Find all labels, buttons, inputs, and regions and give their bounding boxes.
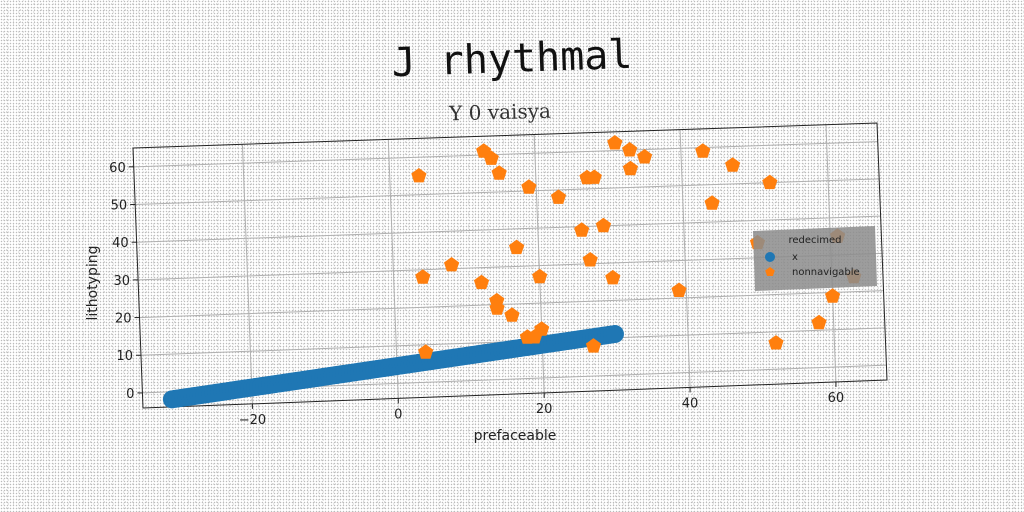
- x-axis-label: prefaceable: [474, 428, 557, 444]
- data-point-nonnavigable: [418, 344, 434, 359]
- x-tick-label: −20: [239, 413, 266, 428]
- x-gridline: [241, 144, 253, 404]
- data-point-nonnavigable: [695, 143, 711, 158]
- x-tick-label: 20: [536, 402, 553, 417]
- x-tick-label: 60: [828, 391, 845, 406]
- y-tick-label: 30: [114, 274, 131, 289]
- axes-frame: [132, 122, 888, 409]
- y-tick-label: 20: [115, 312, 132, 327]
- data-point-nonnavigable: [582, 252, 598, 267]
- data-point-nonnavigable: [586, 169, 602, 184]
- data-point-nonnavigable: [491, 165, 507, 180]
- data-point-nonnavigable: [637, 149, 653, 164]
- data-point-nonnavigable: [671, 282, 687, 297]
- data-point-nonnavigable: [622, 142, 638, 157]
- data-point-nonnavigable: [595, 217, 612, 233]
- y-axis-label: lithotyping: [85, 245, 101, 320]
- data-point-x: [605, 325, 624, 344]
- data-point-nonnavigable: [811, 314, 827, 330]
- data-point-nonnavigable: [489, 300, 505, 315]
- legend-marker-x: [765, 252, 775, 262]
- y-gridline: [135, 178, 880, 206]
- data-point-nonnavigable: [550, 189, 567, 204]
- y-tick-label: 0: [126, 387, 134, 402]
- data-point-nonnavigable: [504, 307, 520, 322]
- legend: redecimed x nonnavigable: [753, 226, 877, 291]
- x-gridline: [387, 139, 399, 399]
- y-tick-label: 10: [116, 349, 133, 364]
- data-point-nonnavigable: [585, 338, 602, 353]
- data-point-nonnavigable: [704, 195, 720, 210]
- data-point-nonnavigable: [483, 150, 499, 165]
- data-point-nonnavigable: [521, 179, 537, 194]
- data-point-nonnavigable: [762, 174, 778, 190]
- data-point-nonnavigable: [607, 135, 623, 150]
- y-gridline: [136, 215, 881, 243]
- data-point-nonnavigable: [532, 268, 548, 284]
- series-x: [162, 325, 624, 409]
- y-gridline: [139, 290, 884, 319]
- data-point-nonnavigable: [509, 239, 525, 255]
- data-point-nonnavigable: [768, 335, 784, 350]
- data-point-nonnavigable: [825, 288, 841, 303]
- y-tick-label: 60: [109, 161, 126, 176]
- legend-label-x: x: [792, 252, 798, 263]
- x-tick-label: 40: [682, 396, 699, 411]
- y-tick-label: 50: [111, 199, 128, 214]
- data-point-nonnavigable: [622, 160, 639, 176]
- data-point-nonnavigable: [605, 269, 621, 285]
- legend-marker-nonnavigable: [765, 267, 775, 276]
- legend-title: redecimed: [788, 235, 841, 246]
- y-tick-label: 40: [112, 236, 129, 251]
- legend-label-nonnavigable: nonnavigable: [792, 267, 860, 278]
- y-gridline: [133, 141, 878, 168]
- data-point-nonnavigable: [411, 168, 427, 183]
- data-point-nonnavigable: [415, 269, 431, 284]
- x-gridline: [679, 129, 691, 388]
- data-point-nonnavigable: [527, 329, 543, 344]
- legend-box: [753, 226, 877, 291]
- data-point-nonnavigable: [574, 222, 590, 237]
- x-tick-label: 0: [394, 407, 402, 422]
- data-point-nonnavigable: [444, 257, 460, 272]
- data-point-nonnavigable: [473, 274, 490, 290]
- data-point-nonnavigable: [725, 157, 741, 172]
